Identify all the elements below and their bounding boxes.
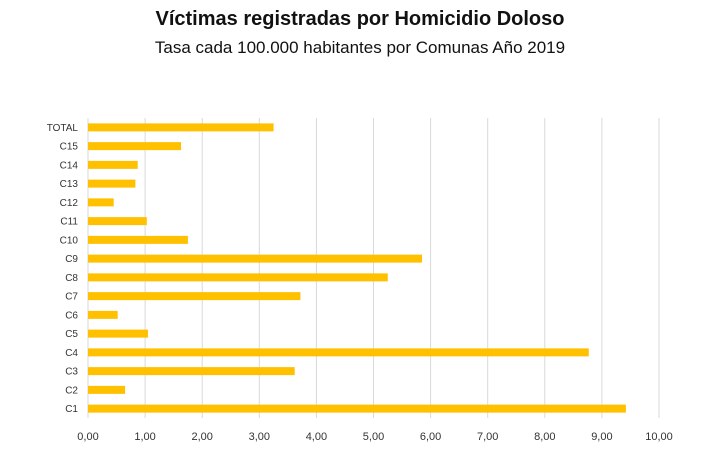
x-tick-label: 6,00 [420,431,441,443]
category-label-c10: C10 [60,235,79,246]
category-label-c13: C13 [60,179,79,190]
bar-c15 [88,142,182,151]
bar-c10 [88,235,188,244]
x-tick-labels: 0,00 1,00 2,00 3,00 4,00 5,00 6,00 7,00 8,00 9,00… [77,431,672,443]
category-label-c11: C11 [60,217,78,228]
category-label-c14: C14 [60,160,79,171]
bar-c9 [88,254,423,263]
bar-c4 [88,348,589,357]
chart-title: Víctimas registradas por Homicidio Dolos… [155,8,565,30]
bar-c1 [88,404,626,413]
category-label-c2: C2 [65,385,78,396]
bar-total [88,123,274,132]
bar-c5 [88,329,148,338]
x-tick-label: 2,00 [191,431,212,443]
bar-c3 [88,367,295,376]
category-label-c12: C12 [60,198,79,209]
bar-c13 [88,179,136,188]
category-label-c5: C5 [65,329,78,340]
bar-c14 [88,160,138,169]
x-tick-label: 9,00 [591,431,612,443]
bar-c8 [88,273,388,282]
bar-c12 [88,198,114,207]
category-labels: TOTAL C15 C14 C13 C12 C11 C10 C9 C8 C7 C6 C5 C4 C3 C2 C… [47,123,79,415]
category-label-c9: C9 [65,254,78,265]
bar-c7 [88,292,301,301]
category-label-c1: C1 [65,404,78,415]
category-label-c6: C6 [65,310,78,321]
category-label-c15: C15 [60,142,79,153]
x-tick-label: 3,00 [249,431,270,443]
x-tick-label: 1,00 [134,431,155,443]
bars [88,123,626,413]
category-label-c4: C4 [65,348,78,359]
category-label-c8: C8 [65,273,78,284]
category-label-c7: C7 [65,292,78,303]
x-tick-label: 10,00 [645,431,673,443]
bar-c2 [88,385,126,394]
x-tick-label: 0,00 [77,431,98,443]
category-label-total: TOTAL [47,123,79,134]
x-tick-label: 7,00 [477,431,498,443]
category-label-c3: C3 [65,367,78,378]
bar-c11 [88,217,147,226]
bar-c6 [88,310,118,319]
x-tick-label: 4,00 [306,431,327,443]
x-tick-label: 5,00 [363,431,384,443]
chart-subtitle: Tasa cada 100.000 habitantes por Comunas… [154,38,566,57]
x-tick-label: 8,00 [534,431,555,443]
